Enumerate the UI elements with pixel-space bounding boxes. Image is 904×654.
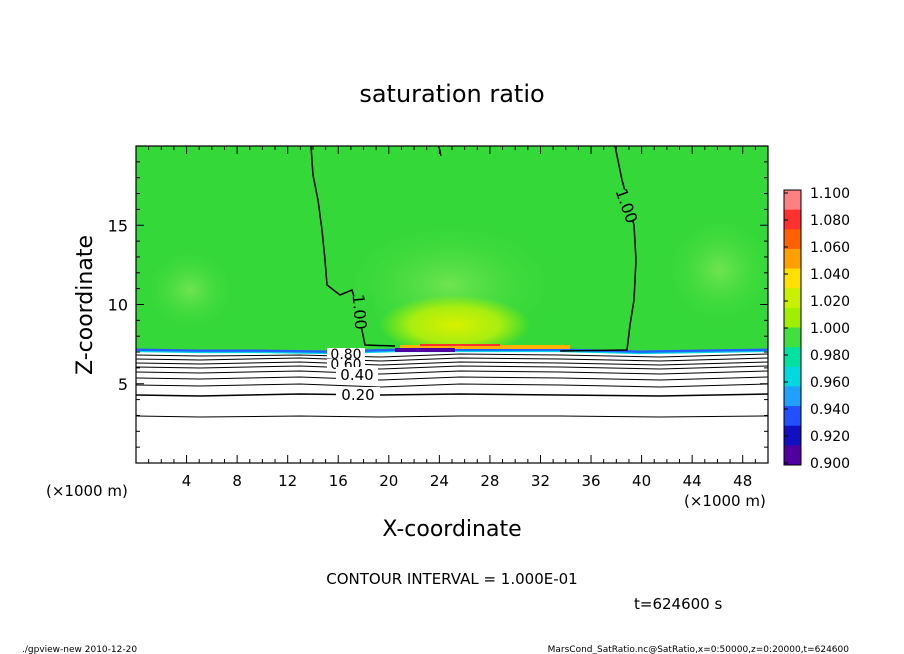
contour-line-0-20 <box>136 393 768 397</box>
contour-line-1-00-right <box>559 146 637 352</box>
x-tick-label: 12 <box>278 472 297 490</box>
x-tick-label: 48 <box>733 472 752 490</box>
contour-label-5: 0.40 <box>340 366 373 384</box>
y-axis-ticks: 5 10 15 <box>108 161 768 448</box>
x-tick-label: 24 <box>430 472 449 490</box>
x-tick-label: 20 <box>379 472 398 490</box>
colorbar-label: 0.900 <box>810 456 850 472</box>
colorbar-swatch <box>784 209 801 230</box>
colorbar-swatch <box>784 445 801 466</box>
contour-label-6: 0.20 <box>341 386 374 404</box>
x-tick-label: 36 <box>581 472 600 490</box>
x-tick-label: 28 <box>480 472 499 490</box>
colorbar-swatch <box>784 327 801 348</box>
colorbar-swatch <box>784 406 801 427</box>
contour-label-2: 1.00 <box>348 293 370 330</box>
contour-line-0-80 <box>136 357 768 362</box>
colorbar-swatch <box>784 425 801 446</box>
colorbar-swatch <box>784 268 801 289</box>
colorbar-swatch <box>784 307 801 328</box>
heatmap-field <box>136 146 768 463</box>
colorbar-label: 0.980 <box>810 348 850 364</box>
colorbar-swatch <box>784 190 801 211</box>
y-tick-label: 5 <box>118 375 128 394</box>
time-text: t=624600 s <box>634 595 722 613</box>
y-tick-label: 10 <box>108 296 128 315</box>
footer-right: MarsCond_SatRatio.nc@SatRatio,x=0:50000,… <box>548 645 850 654</box>
field-hot-patch <box>380 295 530 355</box>
x-tick-label: 16 <box>329 472 348 490</box>
x-axis-unit-right: (×1000 m) <box>684 492 766 510</box>
x-tick-label: 32 <box>531 472 550 490</box>
field-light-patch-right <box>660 210 768 330</box>
contour-line-top-notch <box>437 146 442 157</box>
x-tick-label: 40 <box>632 472 651 490</box>
x-tick-label: 44 <box>683 472 702 490</box>
field-subsaturated-region <box>136 351 768 463</box>
contour-line-0-40 <box>136 376 768 381</box>
contour-line-0-30 <box>136 383 768 388</box>
colorbar-label: 1.020 <box>810 294 850 310</box>
chart-title: saturation ratio <box>359 80 544 108</box>
field-purple-strip <box>395 348 455 352</box>
field-orange-strip <box>400 345 570 349</box>
contour-line-0-90 <box>136 353 768 358</box>
colorbar-label: 1.040 <box>810 267 850 283</box>
colorbar-label: 0.940 <box>810 402 850 418</box>
x-tick-label: 4 <box>182 472 192 490</box>
y-axis-label: Z-coordinate <box>73 235 98 375</box>
colorbar-label: 1.060 <box>810 240 850 256</box>
footer-left: ./gpview-new 2010-12-20 <box>22 645 137 654</box>
colorbar: 1.100 1.080 1.060 1.040 1.020 1.000 0.980 0.960… <box>783 186 850 472</box>
colorbar-swatch <box>784 386 801 407</box>
contour-line-0-60 <box>136 365 768 370</box>
colorbar-label: 1.100 <box>810 186 850 202</box>
colorbar-swatch <box>784 248 801 270</box>
contour-labels: 1.00 1.00 0.80 0.60 0.40 0.20 <box>327 185 647 404</box>
colorbar-label: 1.000 <box>810 321 850 337</box>
contour-line-0-50 <box>136 370 768 375</box>
colorbar-swatch <box>784 288 801 309</box>
contour-line-0-70 <box>136 361 768 366</box>
x-axis-unit-left: (×1000 m) <box>46 482 128 500</box>
y-tick-label: 15 <box>108 216 128 235</box>
field-red-strip <box>420 344 500 346</box>
x-tick-label: 8 <box>232 472 242 490</box>
colorbar-label: 1.080 <box>810 213 850 229</box>
field-light-patch-left <box>140 245 240 335</box>
x-axis-ticks: 4 8 12 16 20 24 28 32 36 40 44 48 <box>148 146 756 490</box>
colorbar-swatch <box>784 366 801 387</box>
contour-line-0-10 <box>136 415 768 418</box>
colorbar-label: 0.960 <box>810 375 850 391</box>
x-axis-label: X-coordinate <box>382 517 521 542</box>
colorbar-label: 0.920 <box>810 429 850 445</box>
contour-interval-text: CONTOUR INTERVAL = 1.000E-01 <box>326 570 577 588</box>
colorbar-swatch <box>784 229 801 250</box>
colorbar-swatch <box>784 347 801 368</box>
